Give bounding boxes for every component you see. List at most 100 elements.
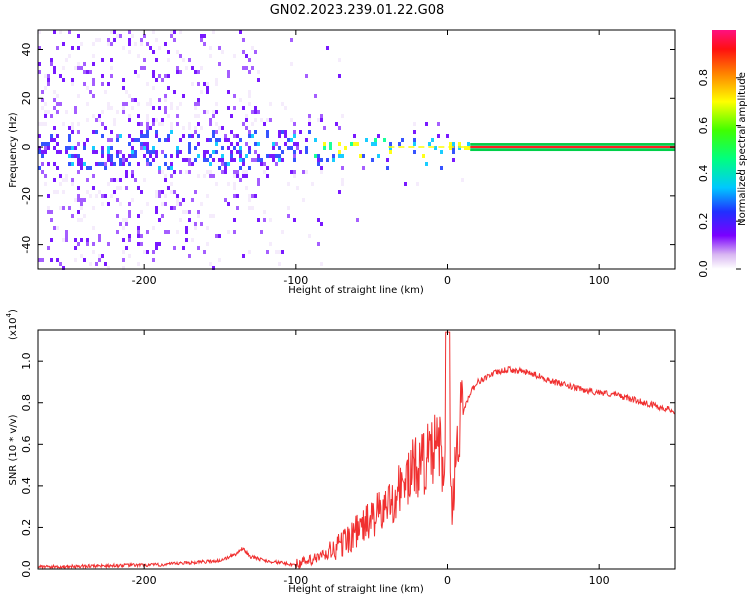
heatmap-cell	[41, 170, 44, 174]
heatmap-cell	[47, 146, 50, 150]
y-tick-label: 20	[20, 91, 33, 105]
heatmap-cell	[143, 146, 146, 150]
heatmap-cell	[155, 210, 158, 214]
heatmap-cell	[260, 230, 263, 234]
heatmap-cell	[74, 238, 77, 242]
heatmap-cell	[200, 202, 203, 206]
heatmap-cell	[278, 146, 281, 150]
heatmap-cell	[146, 126, 149, 130]
heatmap-cell	[128, 254, 131, 258]
heatmap-cell	[80, 158, 83, 162]
heatmap-cell	[191, 66, 194, 70]
heatmap-cell	[296, 146, 299, 150]
snr-y-label: SNR (10 * v/v)	[8, 414, 19, 485]
heatmap-cell	[191, 134, 194, 138]
heatmap-cell	[77, 62, 80, 66]
heatmap-cell	[188, 158, 191, 162]
heatmap-cell	[53, 178, 56, 182]
heatmap-cell	[68, 138, 71, 142]
heatmap-cell	[56, 190, 59, 194]
heatmap-cell	[140, 122, 143, 126]
heatmap-cell	[413, 150, 416, 154]
heatmap-cell	[413, 122, 416, 126]
heatmap-cell	[239, 154, 242, 158]
heatmap-cell	[92, 226, 95, 230]
heatmap-cell	[116, 110, 119, 114]
heatmap-cell	[245, 142, 248, 146]
heatmap-cell	[107, 138, 110, 142]
heatmap-cell	[170, 190, 173, 194]
heatmap-cell	[122, 102, 125, 106]
heatmap-cell	[341, 114, 344, 118]
heatmap-cell	[344, 146, 347, 150]
heatmap-cell	[50, 134, 53, 138]
heatmap-cell	[38, 166, 41, 170]
heatmap-cell	[47, 82, 50, 86]
heatmap-cell	[173, 38, 176, 42]
heatmap-cell	[245, 170, 248, 174]
heatmap-cell	[140, 190, 143, 194]
heatmap-cell	[182, 246, 185, 250]
heatmap-cell	[146, 150, 149, 154]
heatmap-cell	[323, 146, 326, 150]
heatmap-cell	[266, 166, 269, 170]
heatmap-cell	[125, 174, 128, 178]
heatmap-cell	[146, 130, 149, 134]
heatmap-cell	[227, 146, 230, 150]
heatmap-cell	[245, 66, 248, 70]
heatmap-cell	[80, 202, 83, 206]
heatmap-cell	[197, 98, 200, 102]
heatmap-cell	[80, 198, 83, 202]
heatmap-cell	[77, 210, 80, 214]
heatmap-cell	[170, 166, 173, 170]
heatmap-cell	[170, 182, 173, 186]
heatmap-cell	[146, 122, 149, 126]
heatmap-cell	[221, 162, 224, 166]
heatmap-cell	[251, 134, 254, 138]
heatmap-cell	[113, 190, 116, 194]
heatmap-cell	[56, 134, 59, 138]
heatmap-cell	[320, 222, 323, 226]
heatmap-cell	[143, 178, 146, 182]
heatmap-cell	[59, 182, 62, 186]
heatmap-cell	[293, 150, 296, 154]
heatmap-cell	[146, 202, 149, 206]
heatmap-cell	[95, 194, 98, 198]
heatmap-cell	[206, 242, 209, 246]
heatmap-cell	[212, 214, 215, 218]
heatmap-cell	[140, 130, 143, 134]
heatmap-cell	[143, 58, 146, 62]
heatmap-cell	[278, 158, 281, 162]
heatmap-cell	[260, 162, 263, 166]
heatmap-cell	[467, 142, 470, 146]
heatmap-cell	[110, 138, 113, 142]
heatmap-cell	[251, 206, 254, 210]
heatmap-cell	[266, 250, 269, 254]
heatmap-cell	[107, 102, 110, 106]
heatmap-cell	[38, 258, 41, 262]
heatmap-cell	[74, 106, 77, 110]
heatmap-cell	[62, 78, 65, 82]
heatmap-cell	[44, 74, 47, 78]
heatmap-cell	[131, 170, 134, 174]
heatmap-cell	[254, 50, 257, 54]
heatmap-cell	[38, 150, 41, 154]
heatmap-cell	[170, 154, 173, 158]
heatmap-cell	[242, 50, 245, 54]
heatmap-cell	[209, 174, 212, 178]
heatmap-cell	[281, 102, 284, 106]
heatmap-cell	[194, 222, 197, 226]
heatmap-cell	[59, 74, 62, 78]
heatmap-cell	[44, 110, 47, 114]
heatmap-cell	[38, 146, 41, 150]
heatmap-cell	[80, 42, 83, 46]
heatmap-cell	[56, 150, 59, 154]
heatmap-cell	[197, 142, 200, 146]
heatmap-cell	[248, 166, 251, 170]
heatmap-cell	[50, 58, 53, 62]
heatmap-cell	[188, 162, 191, 166]
heatmap-cell	[86, 70, 89, 74]
heatmap-cell	[203, 110, 206, 114]
heatmap-cell	[62, 42, 65, 46]
heatmap-cell	[110, 58, 113, 62]
